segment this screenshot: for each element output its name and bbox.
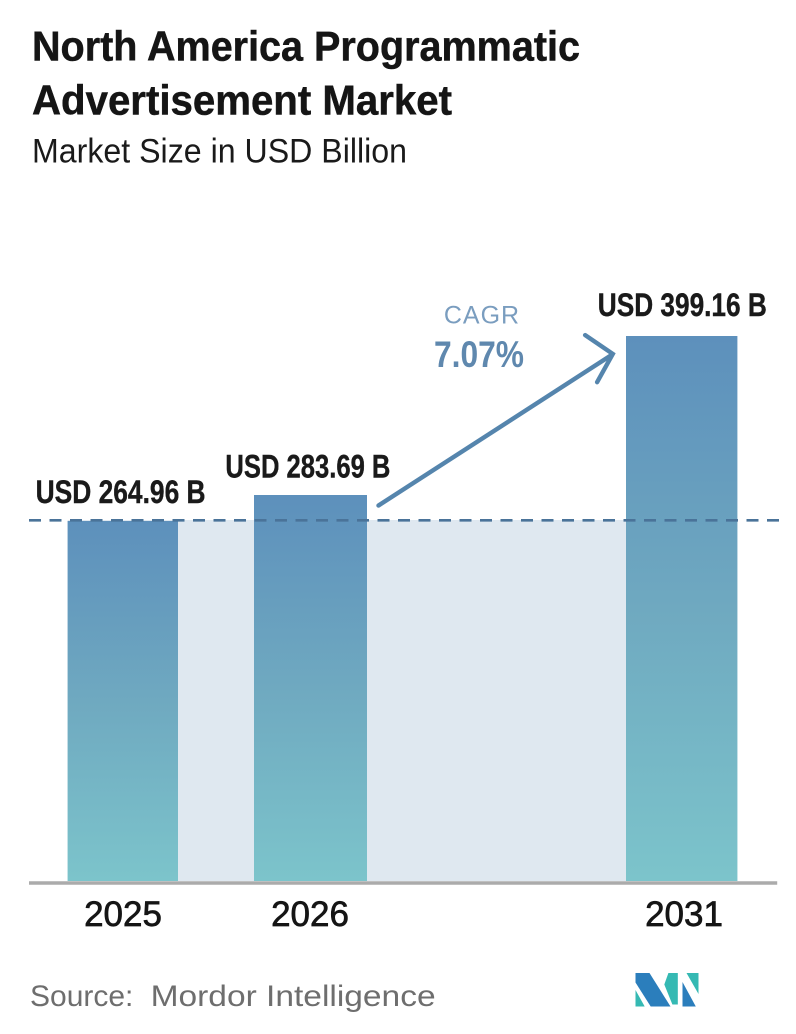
svg-text:USD 264.96 B: USD 264.96 B <box>36 474 206 510</box>
svg-text:USD 283.69 B: USD 283.69 B <box>225 449 390 485</box>
svg-text:USD 399.16 B: USD 399.16 B <box>598 287 767 323</box>
svg-text:2025: 2025 <box>84 895 162 934</box>
svg-text:CAGR: CAGR <box>444 302 520 330</box>
svg-text:Advertisement Market: Advertisement Market <box>32 77 452 124</box>
svg-text:2031: 2031 <box>645 895 723 934</box>
svg-text:Source:: Source: <box>30 980 133 1013</box>
svg-text:North America Programmatic: North America Programmatic <box>32 23 580 70</box>
svg-text:Mordor Intelligence: Mordor Intelligence <box>151 980 436 1013</box>
svg-text:2026: 2026 <box>271 895 349 934</box>
svg-text:7.07%: 7.07% <box>434 334 524 375</box>
svg-text:Market Size in USD Billion: Market Size in USD Billion <box>32 133 407 171</box>
